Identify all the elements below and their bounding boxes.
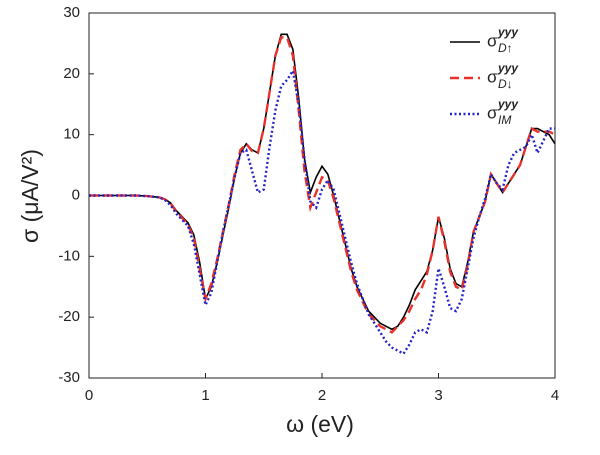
- data-line: [89, 33, 556, 331]
- y-tick-label: -20: [58, 308, 80, 325]
- y-tick-label: 30: [63, 4, 80, 21]
- legend-label-sup: yyy: [497, 97, 519, 111]
- y-axis-label: σ (μA/V²): [17, 149, 43, 243]
- plot-frame: [88, 12, 556, 379]
- legend-label: σ: [487, 103, 498, 122]
- y-tick-label: -30: [58, 369, 80, 386]
- legend-label: σ: [487, 67, 498, 86]
- y-tick-label: 20: [63, 65, 80, 82]
- x-axis-label: ω (eV): [286, 411, 354, 437]
- legend-label-sub: IM: [498, 113, 511, 127]
- x-tick-label: 3: [434, 387, 442, 404]
- legend-label-sup: yyy: [497, 61, 519, 75]
- x-tick-label: 0: [85, 387, 93, 404]
- y-tick-label: 10: [63, 126, 80, 143]
- data-line: [89, 36, 556, 334]
- x-tick-label: 2: [318, 387, 326, 404]
- legend-label-sub: D↓: [498, 77, 513, 91]
- legend-label-sup: yyy: [497, 25, 519, 39]
- x-tick-label: 4: [551, 387, 559, 404]
- legend-label-sub: D↑: [498, 41, 513, 55]
- x-tick-label: 1: [201, 387, 209, 404]
- y-tick-label: -10: [58, 247, 80, 264]
- y-tick-label: 0: [72, 186, 80, 203]
- data-line: [89, 67, 555, 356]
- legend-label: σ: [487, 31, 498, 50]
